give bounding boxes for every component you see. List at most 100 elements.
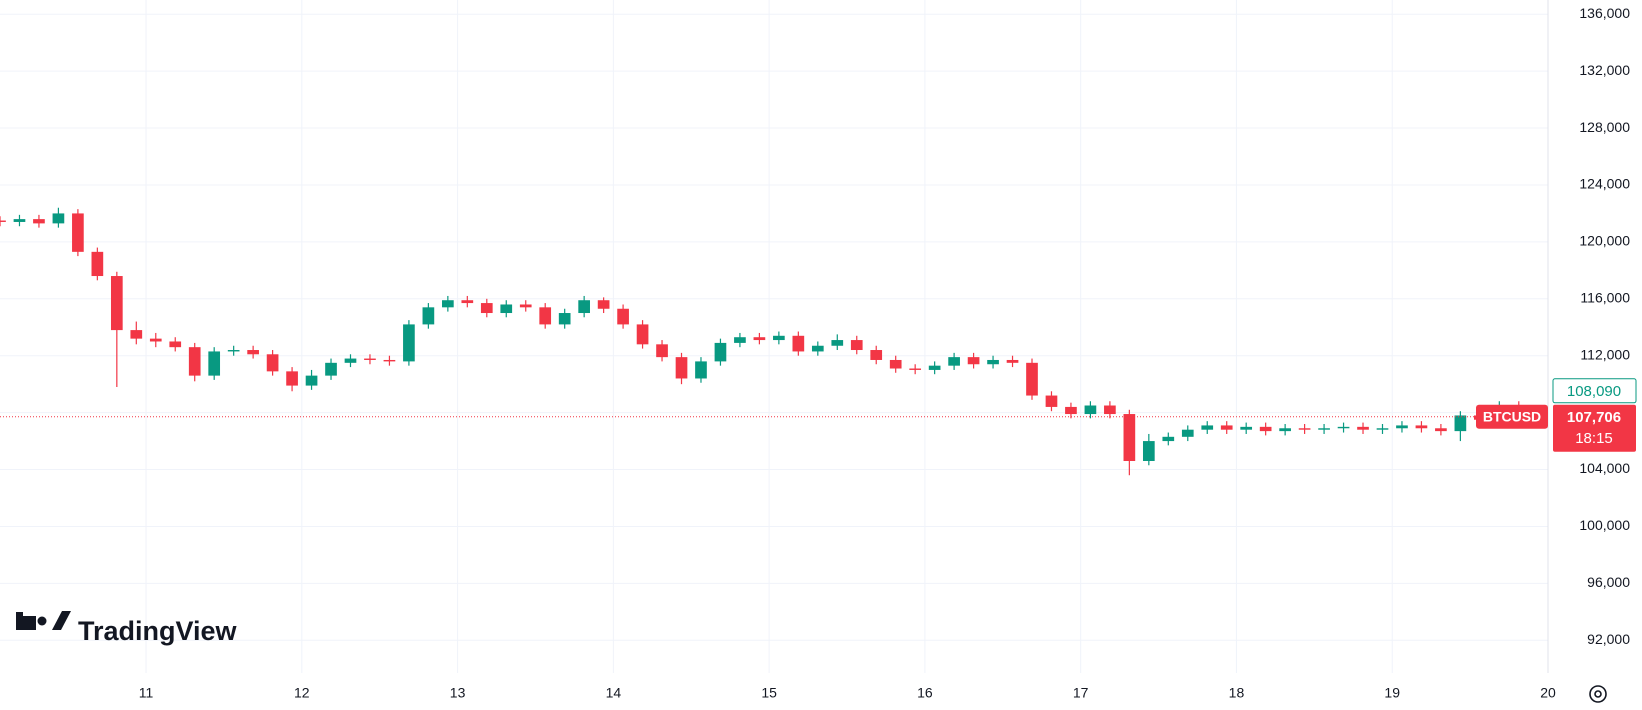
x-tick-label: 12 [294,685,310,701]
y-tick-label: 128,000 [1579,119,1630,135]
candle-body [1357,426,1369,430]
candle-body [33,219,45,224]
candle-body [1084,405,1097,415]
settings-icon-core[interactable] [1594,690,1602,698]
candle-body [227,350,240,352]
candle-body [208,351,221,376]
candles [0,207,1545,476]
logo-dot [37,616,47,626]
x-tick-label: 19 [1384,685,1400,701]
y-tick-label: 124,000 [1579,176,1630,192]
candle-body [753,337,766,341]
settings-icon[interactable] [1589,685,1607,703]
candle-body [325,362,337,376]
candle-body [1376,428,1389,430]
y-tick-label: 116,000 [1580,289,1630,305]
candle-body [286,371,298,386]
y-tick-label: 92,000 [1587,631,1630,647]
candle-body [110,276,123,331]
candle-body [889,359,902,369]
candle-body [500,304,513,314]
candle-body [1104,405,1116,415]
candle-body [364,358,376,360]
candle-body [597,300,610,309]
candle-body [1454,415,1467,432]
candle-body [305,375,318,386]
candle-body [1435,428,1447,432]
candle-body [72,213,84,252]
candle-body [519,304,532,308]
candle-body [188,347,201,376]
candle-body [403,324,415,362]
candle-body [1045,395,1058,407]
candle-body [1240,426,1253,430]
candle-body [52,213,65,224]
logo-slash [52,611,71,630]
candle-body [928,365,941,370]
last-price-label: 107,706 [1567,409,1621,426]
x-tick-label: 20 [1540,685,1556,701]
candle-body [0,220,6,222]
candle-body [1026,362,1038,396]
y-tick-label: 112,000 [1580,346,1630,362]
x-tick-label: 16 [917,685,933,701]
y-tick-label: 104,000 [1579,460,1630,476]
x-tick-label: 17 [1073,685,1089,701]
candle-body [1123,414,1136,461]
candle-body [714,342,727,362]
logo-bar [16,612,36,630]
candle-body [636,324,649,345]
candle-body [578,300,590,314]
candle-body [480,303,493,314]
candle-body [773,335,785,341]
candle-body [987,359,999,365]
candle-body [539,307,552,325]
x-tick-label: 13 [450,685,466,701]
candle-body [1415,425,1428,429]
y-tick-label: 136,000 [1579,5,1630,21]
candle-body [1259,426,1272,432]
candle-body [1396,425,1408,429]
candle-body [442,300,454,308]
candle-body [1065,406,1077,415]
watermark: TradingView [16,611,238,646]
watermark-text: TradingView [78,616,238,646]
candle-body [675,357,688,379]
candle-body [870,350,883,360]
candle-body [734,337,746,343]
candle-body [422,307,435,325]
symbol-label: BTCUSD [1483,409,1541,425]
symbol-tag [1476,404,1548,429]
candle-body [13,219,26,222]
candle-body [383,359,396,362]
candle-body [909,368,922,370]
x-tick-label: 18 [1229,685,1245,701]
y-tick-label: 120,000 [1579,233,1630,249]
candle-body [1220,425,1233,430]
candle-body [558,313,571,325]
y-tick-label: 96,000 [1587,574,1630,590]
y-tick-label: 100,000 [1579,517,1630,533]
candle-body [149,338,162,342]
candle-body [1201,425,1214,430]
candle-body [1337,426,1350,429]
candle-body [831,340,844,346]
candle-body [247,350,259,355]
candle-body [850,340,863,351]
reference-price-box [1552,378,1637,404]
x-tick-label: 14 [606,685,622,701]
settings-button[interactable] [1589,685,1607,703]
candle-body [1181,429,1194,437]
x-tick-label: 11 [139,685,154,701]
y-tick-label: 132,000 [1579,62,1630,78]
candle-body [1298,428,1311,430]
candle-body [461,300,474,304]
candle-body [91,251,104,277]
candle-body [1142,441,1155,461]
candle-body [130,330,143,339]
x-tick-label: 15 [761,685,777,701]
candle-body [792,335,805,352]
candle-body [656,344,668,358]
candle-body [266,354,279,372]
